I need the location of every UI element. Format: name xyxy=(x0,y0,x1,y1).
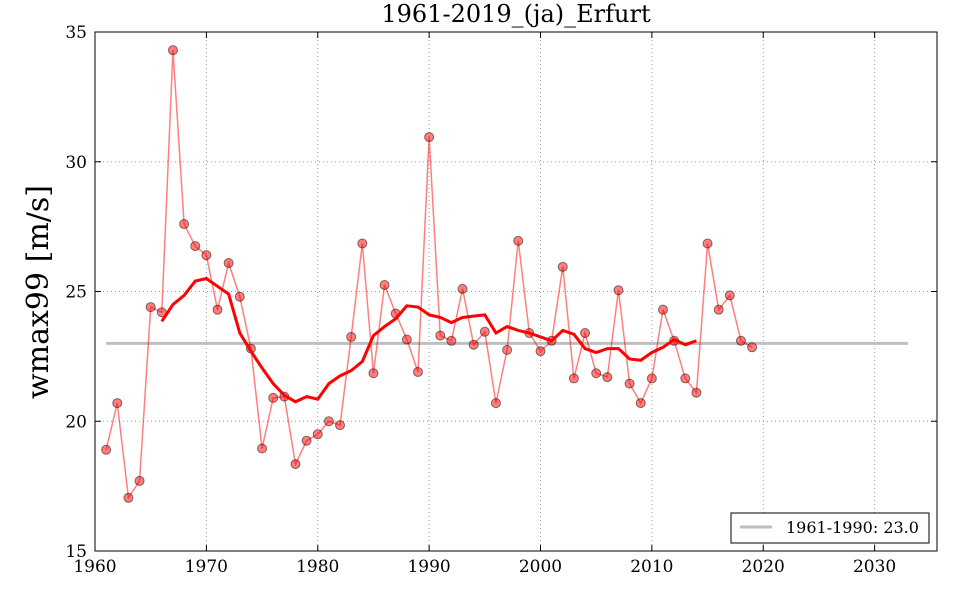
annual-point xyxy=(123,492,134,503)
annual-point xyxy=(513,235,524,246)
annual-point xyxy=(401,334,412,345)
ticks: 1960 1970 1980 1990 2000 2010 2020 2030 15 20 25 30… xyxy=(65,23,937,577)
x-tick-label: 1970 xyxy=(185,557,228,577)
annual-point xyxy=(468,339,479,350)
annual-point xyxy=(301,435,312,446)
x-tick-label: 2020 xyxy=(742,557,785,577)
annual-point xyxy=(357,238,368,249)
annual-point xyxy=(658,304,669,315)
annual-point xyxy=(624,378,635,389)
moving-average-line xyxy=(160,276,697,404)
annual-point xyxy=(602,372,613,383)
y-tick-label: 20 xyxy=(65,412,87,432)
y-tick-label: 30 xyxy=(65,153,87,173)
annual-point xyxy=(368,368,379,379)
annual-point xyxy=(412,366,423,377)
annual-point xyxy=(190,241,201,252)
annual-point xyxy=(312,429,323,440)
annual-point xyxy=(201,250,212,261)
x-tick-label: 2010 xyxy=(630,557,673,577)
annual-point xyxy=(591,368,602,379)
annual-point xyxy=(323,416,334,427)
x-tick-label: 1990 xyxy=(407,557,450,577)
plot-frame xyxy=(94,31,938,552)
annual-point xyxy=(479,326,490,337)
annual-point xyxy=(702,238,713,249)
annual-point xyxy=(167,45,178,56)
annual-point xyxy=(101,444,112,455)
annual-point xyxy=(268,392,279,403)
x-tick-label: 2030 xyxy=(853,557,896,577)
annual-line xyxy=(105,50,753,500)
annual-point xyxy=(724,290,735,301)
x-tick-label: 1960 xyxy=(73,557,116,577)
y-axis-label: wmax99 [m/s] xyxy=(21,185,56,399)
annual-point xyxy=(223,257,234,268)
y-tick-label: 35 xyxy=(65,23,87,43)
annual-point xyxy=(435,330,446,341)
annual-point xyxy=(457,283,468,294)
annual-point xyxy=(134,475,145,486)
legend: 1961-1990: 23.0 xyxy=(730,512,930,544)
annual-point xyxy=(691,387,702,398)
chart-title: 1961-2019_(ja)_Erfurt xyxy=(381,0,651,28)
annual-point xyxy=(713,304,724,315)
annual-point xyxy=(212,304,223,315)
annual-point xyxy=(502,344,513,355)
annual-point xyxy=(635,398,646,409)
x-tick-label: 2000 xyxy=(519,557,562,577)
annual-point xyxy=(613,285,624,296)
y-tick-label: 15 xyxy=(65,542,87,562)
annual-point xyxy=(335,420,346,431)
marks xyxy=(101,45,909,503)
annual-point xyxy=(346,331,357,342)
annual-point xyxy=(535,346,546,357)
annual-point xyxy=(747,342,758,353)
x-tick-label: 1980 xyxy=(296,557,339,577)
y-tick-label: 25 xyxy=(65,283,87,303)
annual-point xyxy=(580,328,591,339)
annual-point xyxy=(179,219,190,230)
legend-label-baseline: 1961-1990: 23.0 xyxy=(786,518,919,537)
annual-point xyxy=(234,291,245,302)
annual-point xyxy=(568,373,579,384)
annual-point xyxy=(446,335,457,346)
annual-point xyxy=(257,443,268,454)
annual-point xyxy=(424,132,435,143)
annual-point xyxy=(112,398,123,409)
annual-point xyxy=(680,373,691,384)
annual-point xyxy=(735,335,746,346)
annual-point xyxy=(379,280,390,291)
annual-point xyxy=(290,459,301,470)
annual-point xyxy=(490,398,501,409)
annual-point xyxy=(145,302,156,313)
annual-point xyxy=(646,373,657,384)
annual-point xyxy=(557,261,568,272)
